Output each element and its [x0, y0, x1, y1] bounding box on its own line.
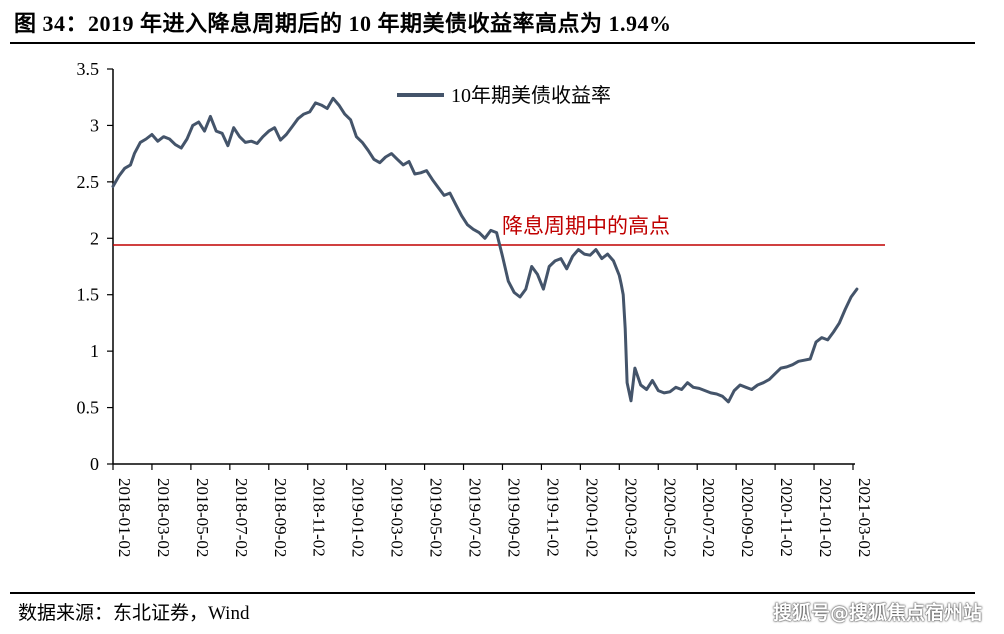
reference-line-label: 降息周期中的高点	[502, 214, 670, 238]
series-line-treasury-10y	[111, 96, 859, 404]
x-tick-label: 2020-03-02	[621, 478, 640, 557]
x-tick-label: 2019-11-02	[543, 478, 562, 557]
y-tick-label: 0.5	[77, 398, 100, 418]
y-tick-label: 1	[90, 341, 99, 361]
x-tick-label: 2019-07-02	[466, 478, 485, 557]
data-source-note: 数据来源：东北证券，Wind	[18, 603, 250, 624]
legend-label: 10年期美债收益率	[451, 84, 611, 107]
y-tick-label: 2	[90, 228, 99, 248]
x-tick-label: 2018-01-02	[115, 478, 134, 557]
watermark: 搜狐号@搜狐焦点宿州站	[772, 602, 982, 624]
y-tick-label: 3.5	[77, 59, 100, 79]
x-tick-label: 2020-01-02	[582, 478, 601, 557]
series-layer	[111, 96, 859, 404]
title-divider	[10, 42, 975, 44]
x-tick-label: 2018-11-02	[310, 478, 329, 557]
x-tick-label: 2020-11-02	[777, 478, 796, 557]
x-tick-label: 2019-05-02	[427, 478, 446, 557]
y-tick-label: 1.5	[77, 285, 100, 305]
x-tick-label: 2018-03-02	[154, 478, 173, 557]
x-tick-label: 2018-09-02	[271, 478, 290, 557]
figure-title: 图 34：2019 年进入降息周期后的 10 年期美债收益率高点为 1.94%	[14, 11, 672, 36]
x-tick-label: 2021-03-02	[855, 478, 874, 557]
y-tick-label: 0	[90, 454, 99, 474]
y-tick-label: 2.5	[77, 172, 100, 192]
x-tick-label: 2018-05-02	[193, 478, 212, 557]
x-tick-label: 2021-01-02	[816, 478, 835, 557]
x-axis: 2018-01-02 2018-03-02 2018-05-02 2018-07-02…	[112, 463, 874, 557]
x-tick-label: 2020-05-02	[660, 478, 679, 557]
x-tick-label: 2020-09-02	[738, 478, 757, 557]
x-tick-label: 2019-01-02	[349, 478, 368, 557]
y-axis: 0 0.5 1 1.5 2 2.5 3 3.5	[77, 59, 114, 474]
y-tick-label: 3	[90, 115, 99, 135]
x-tick-label: 2019-09-02	[504, 478, 523, 557]
x-tick-label: 2020-07-02	[699, 478, 718, 557]
x-tick-label: 2019-03-02	[388, 478, 407, 557]
x-tick-label: 2018-07-02	[232, 478, 251, 557]
footer-divider	[10, 592, 975, 594]
legend: 10年期美债收益率	[397, 84, 611, 107]
